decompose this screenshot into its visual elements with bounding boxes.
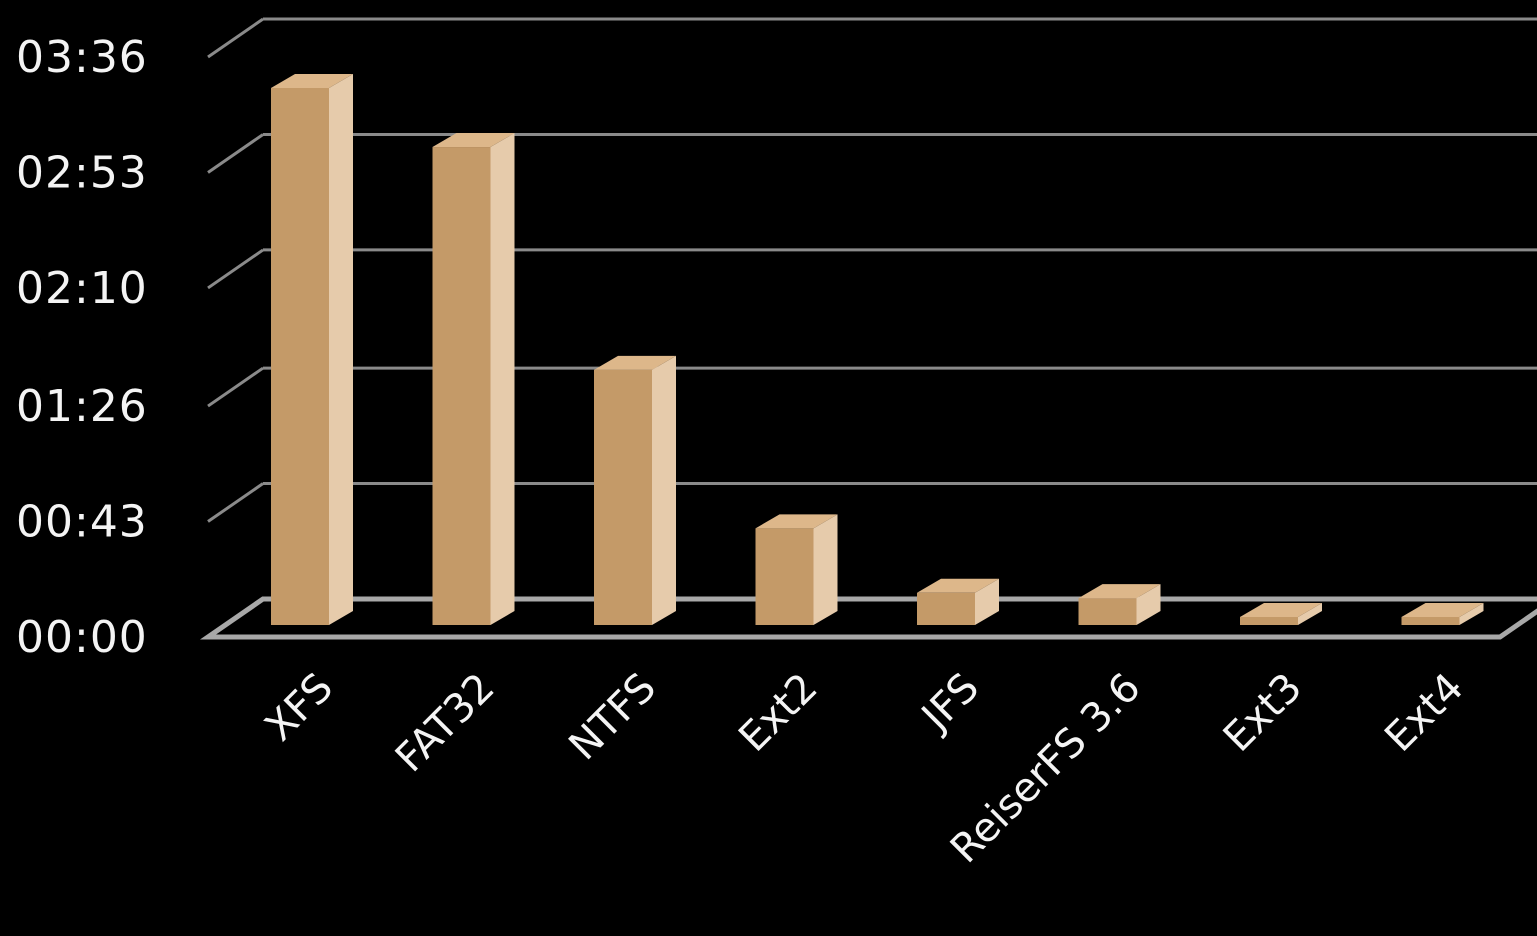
y-tick-label: 01:26 [16, 381, 148, 432]
bar-side-face [652, 355, 676, 625]
bar-side-face [1136, 584, 1161, 625]
bar-top-face [594, 355, 676, 370]
bar-top-face [1240, 602, 1322, 617]
chart-floor [199, 596, 1537, 640]
bar-top-face [271, 73, 353, 88]
bar-front-face [755, 528, 814, 625]
bar [1240, 602, 1322, 625]
y-tick-label: 00:43 [16, 497, 148, 548]
bars-layer [271, 73, 1484, 626]
y-tick-label: 02:53 [16, 147, 148, 198]
bar-side-face [329, 73, 353, 626]
bar-side-face [975, 578, 999, 625]
y-tick-label: 02:10 [16, 263, 148, 314]
bar-top-face [1078, 584, 1161, 599]
bar-front-face [917, 592, 975, 625]
bar-top-face [755, 514, 838, 529]
x-category-label: Ext2 [730, 665, 826, 761]
bar-front-face [432, 147, 491, 625]
bar [917, 578, 999, 625]
grid-diagonal [207, 248, 264, 290]
bar-top-face [1401, 602, 1484, 617]
grid-diagonal [207, 133, 264, 174]
grid-diagonal [207, 366, 264, 408]
grid-diagonal [207, 17, 264, 59]
x-category-label: JFS [911, 665, 988, 742]
x-category-label: NTFS [560, 665, 665, 770]
bar-side-face [813, 514, 838, 625]
x-category-label: Ext4 [1376, 665, 1472, 761]
bar-side-face [490, 133, 515, 625]
grid-layer [199, 17, 1537, 640]
bar-top-face [432, 133, 515, 148]
bar [432, 133, 515, 625]
bar [1401, 602, 1484, 625]
bar-top-face [917, 578, 999, 593]
x-category-label: Ext3 [1215, 665, 1311, 761]
bar-front-face [1401, 616, 1460, 625]
bar-front-face [1078, 598, 1137, 625]
bar [1078, 584, 1161, 625]
labels-layer: 00:00 00:43 01:26 02:10 02:53 03:36 XFS FAT32 NT… [16, 32, 1473, 872]
y-tick-label: 00:00 [16, 612, 148, 663]
bar-side-face [1298, 602, 1322, 625]
bar [755, 514, 838, 625]
bar [271, 73, 353, 626]
grid-diagonal [207, 482, 264, 523]
x-category-label: XFS [256, 665, 342, 751]
bar-side-face [1459, 602, 1484, 625]
bar-front-face [271, 87, 329, 626]
bar-front-face [594, 369, 652, 625]
bar-front-face [1240, 616, 1298, 625]
x-category-label: FAT32 [387, 665, 504, 782]
y-tick-label: 03:36 [16, 32, 148, 83]
bar [594, 355, 676, 625]
